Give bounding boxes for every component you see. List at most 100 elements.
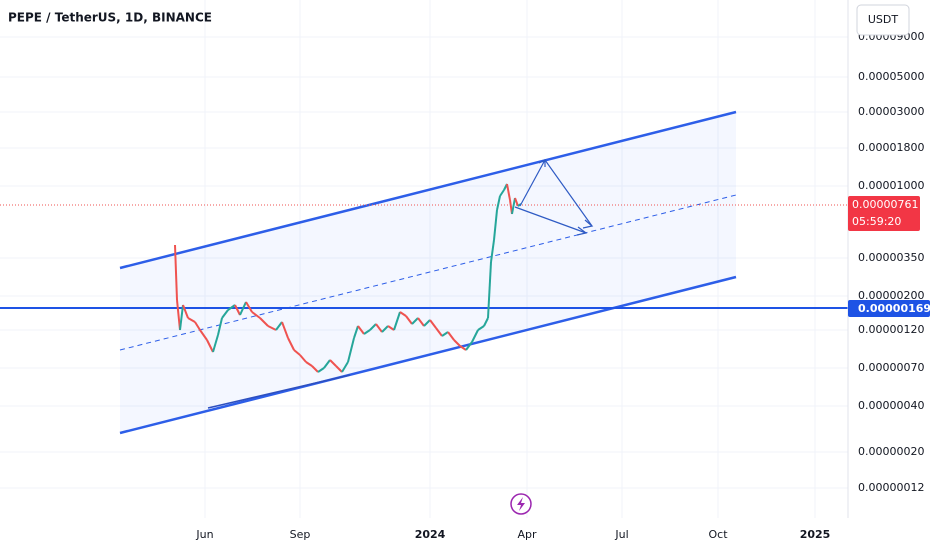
price-segment [347,337,355,363]
grid [0,0,848,518]
price-segment [405,315,413,325]
price-segment [305,361,313,367]
price-segment [493,209,498,241]
price-segment [506,183,511,201]
time-label: Jun [195,528,213,541]
price-label: 0.00000020 [858,445,924,458]
price-segment [199,329,208,341]
projection-arrows [514,158,594,236]
last-price: 0.00000761 [852,198,918,211]
time-label: Oct [708,528,728,541]
bolt [517,497,525,511]
price-segment [435,327,443,337]
price-segment [393,311,401,331]
currency-label[interactable]: USDT [868,13,899,26]
price-segment [317,367,325,373]
price-segment [514,197,519,207]
price-segment [275,321,283,331]
price-segment [245,301,253,313]
price-label: 0.00000040 [858,399,924,412]
price-segment [375,323,383,333]
price-segment [353,325,359,339]
time-label: Jul [614,528,628,541]
price-segment [483,317,489,327]
price-segment [287,337,295,351]
price-segment [465,341,473,351]
price-segment [179,304,184,331]
price-segment [335,365,343,373]
time-label: 2024 [415,528,446,541]
price-segment [341,361,349,373]
price-label: 0.00000120 [858,323,924,336]
price-label: 0.00000012 [858,481,924,494]
price-segment [423,319,431,327]
price-label: 0.00003000 [858,105,924,118]
last-price-badge [848,196,920,231]
channel-upper [119,110,737,270]
channel-lower [119,275,737,435]
channel-mid [119,194,737,351]
price-segment [251,311,261,319]
price-segment [453,339,461,347]
symbol-title: PEPE / TetherUS, 1D, BINANCE [8,11,212,25]
price-segment [187,317,196,323]
price-label: 0.00005000 [858,70,924,83]
price-segment [206,339,214,353]
price-segment [511,197,516,215]
price-segment [259,317,269,327]
price-segment [329,359,337,367]
time-label: 2025 [800,528,831,541]
price-label: 0.00001800 [858,141,924,154]
price-segment [471,329,479,343]
price-segment [477,325,485,331]
level-badge [848,300,930,317]
price-segment [194,321,201,331]
price-segment [459,345,467,351]
currency-button[interactable] [856,4,910,36]
price-segment [182,304,189,319]
trend-line [207,374,351,409]
price-label: 0.00000070 [858,361,924,374]
price-label: 0.00000200 [858,289,924,302]
price-segment [299,354,307,363]
price-segment [487,261,492,319]
price-segment [429,319,437,329]
price-segment [174,244,178,301]
price-segment [239,301,247,316]
price-segment [293,349,301,356]
price-segment [369,323,377,331]
price-series [174,183,522,373]
price-segment [227,304,236,311]
price-segment [441,331,449,337]
price-segment [490,239,495,263]
price-segment [221,309,229,319]
price-label: 0.00000350 [858,251,924,264]
price-segment [387,325,395,331]
time-label: Sep [290,528,311,541]
price-segment [234,304,241,316]
time-axis: Jun Sep 2024 Apr Jul Oct 2025 [195,528,830,541]
price-segment [357,325,365,335]
price-segment [399,311,407,317]
price-segment [363,329,371,335]
price-segment [496,195,501,211]
price-segment [411,317,419,325]
price-segment [417,317,425,327]
countdown: 05:59:20 [852,215,901,228]
price-label: 0.00001000 [858,179,924,192]
price-segment [212,334,219,353]
price-segment [311,365,319,373]
price-segment [267,325,277,331]
price-axis: 0.000090000.000050000.000030000.00001800… [858,30,924,494]
price-segment [323,359,331,369]
price-segment [217,317,223,336]
price-segment [176,299,181,331]
price-segment [447,331,455,341]
price-segment [499,189,505,197]
price-segment [281,321,289,339]
time-label: Apr [517,528,537,541]
price-segment [381,325,389,333]
level-price: 0.00000169 [858,302,931,315]
